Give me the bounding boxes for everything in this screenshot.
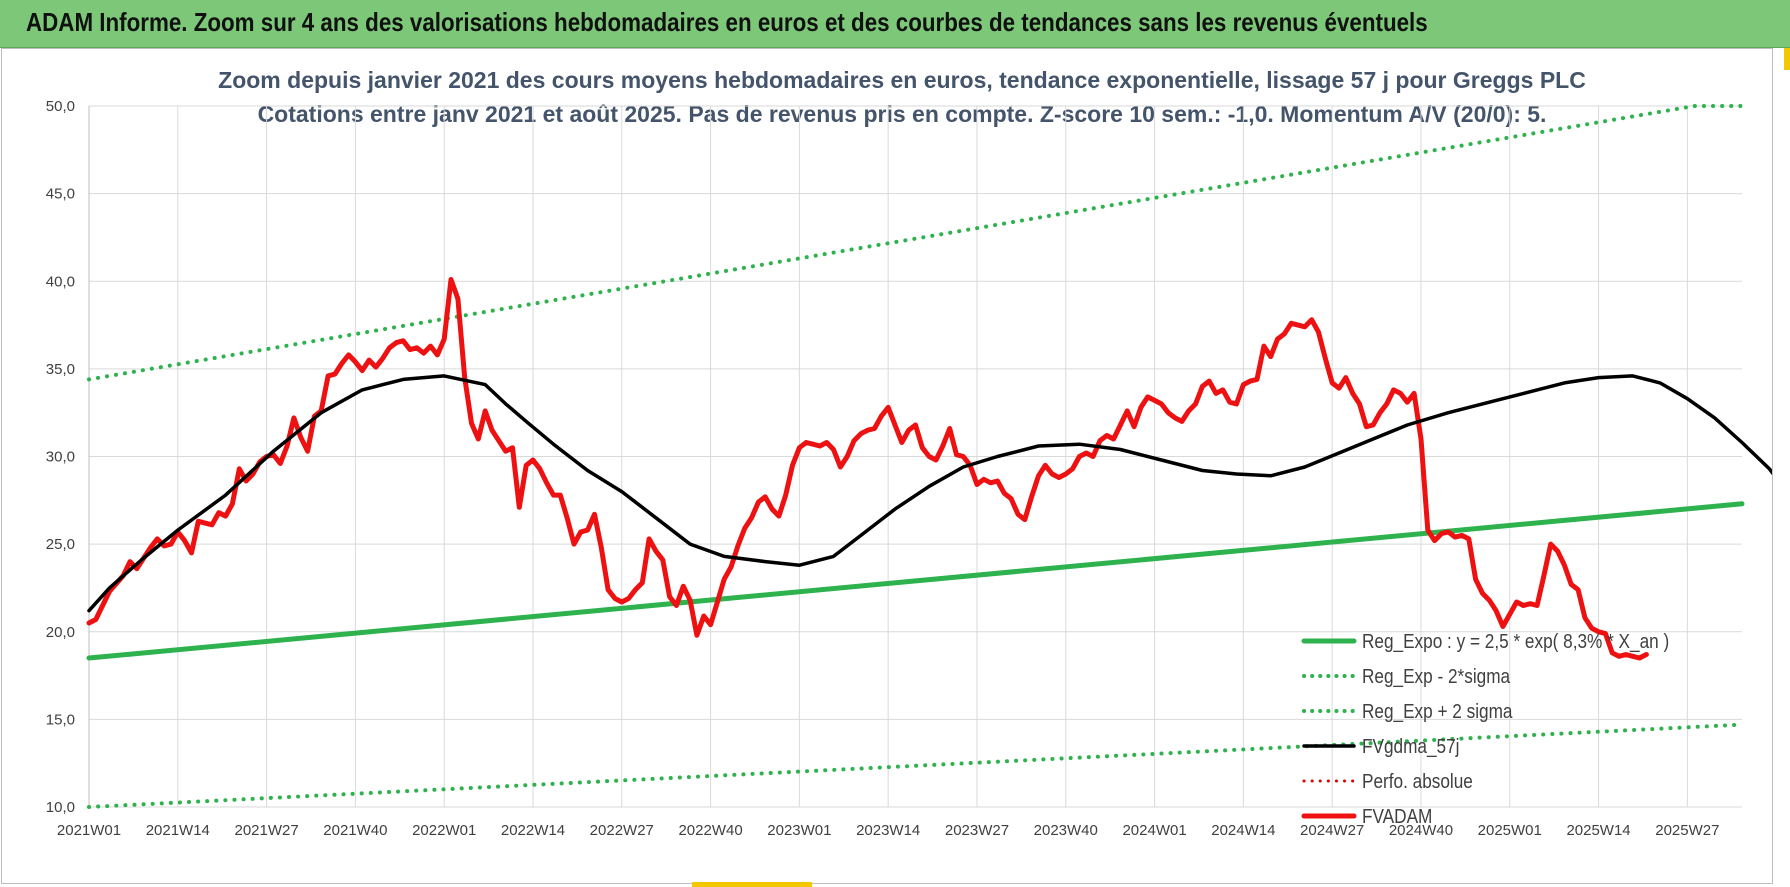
chart-frame: Zoom depuis janvier 2021 des cours moyen… [1,48,1773,884]
y-tick-label: 20,0 [46,624,75,641]
x-tick-label: 2023W27 [945,822,1009,839]
x-tick-label: 2024W01 [1122,822,1186,839]
y-tick-label: 40,0 [46,273,75,290]
x-tick-label: 2024W14 [1211,822,1275,839]
x-tick-label: 2021W14 [146,822,210,839]
series-line-0 [86,501,1745,661]
chart-subtitle: Cotations entre janv 2021 et août 2025. … [258,101,1547,127]
y-tick-label: 35,0 [46,361,75,378]
edge-accent [1784,48,1790,70]
series-line-1 [87,722,1744,809]
x-tick-label: 2022W27 [590,822,654,839]
banner-title: ADAM Informe. Zoom sur 4 ans des valoris… [26,7,1428,37]
legend-label: Reg_Exp - 2*sigma [1362,665,1511,689]
x-tick-label: 2021W40 [323,822,387,839]
x-tick-label: 2025W14 [1566,822,1630,839]
x-tick-label: 2023W14 [856,822,920,839]
legend-label: Reg_Exp + 2 sigma [1362,700,1513,724]
x-tick-label: 2024W40 [1389,822,1453,839]
x-tick-label: 2023W01 [767,822,831,839]
x-tick-label: 2021W01 [57,822,121,839]
series-line-5 [86,277,1649,661]
line-chart: Zoom depuis janvier 2021 des cours moyen… [46,67,1772,839]
bottom-accent [692,882,812,887]
x-tick-label: 2023W40 [1034,822,1098,839]
legend-label: Perfo. absolue [1362,770,1473,793]
header-banner: ADAM Informe. Zoom sur 4 ans des valoris… [0,0,1790,48]
x-tick-label: 2024W27 [1300,822,1364,839]
y-axis-ticks: 10,0 15,0 20,0 25,0 30,0 35,0 40,0 45,0 50,0 [46,98,75,816]
y-tick-label: 25,0 [46,536,75,553]
legend-label: FVADAM [1362,805,1432,828]
x-tick-label: 2021W27 [234,822,298,839]
x-axis-ticks: 2021W01 2021W14 2021W27 2021W40 2022W01 2022W… [57,822,1720,839]
y-tick-label: 30,0 [46,449,75,466]
series-line-2 [87,104,1744,382]
chart-legend: Reg_Expo : y = 2,5 * exp( 8,3% * X_an ) R… [1301,630,1669,828]
series-line-3 [87,374,1772,613]
y-tick-label: 15,0 [46,711,75,728]
chart-title: Zoom depuis janvier 2021 des cours moyen… [218,67,1586,93]
y-tick-label: 10,0 [46,799,75,816]
x-tick-label: 2022W14 [501,822,565,839]
y-tick-label: 45,0 [46,186,75,203]
x-tick-label: 2025W01 [1478,822,1542,839]
legend-label: Reg_Expo : y = 2,5 * exp( 8,3% * X_an ) [1362,630,1669,654]
x-tick-label: 2022W01 [412,822,476,839]
legend-label: FVgdma_57j [1362,735,1459,759]
y-tick-label: 50,0 [46,98,75,115]
x-tick-label: 2022W40 [678,822,742,839]
series-layer [86,104,1772,809]
x-tick-label: 2025W27 [1655,822,1719,839]
